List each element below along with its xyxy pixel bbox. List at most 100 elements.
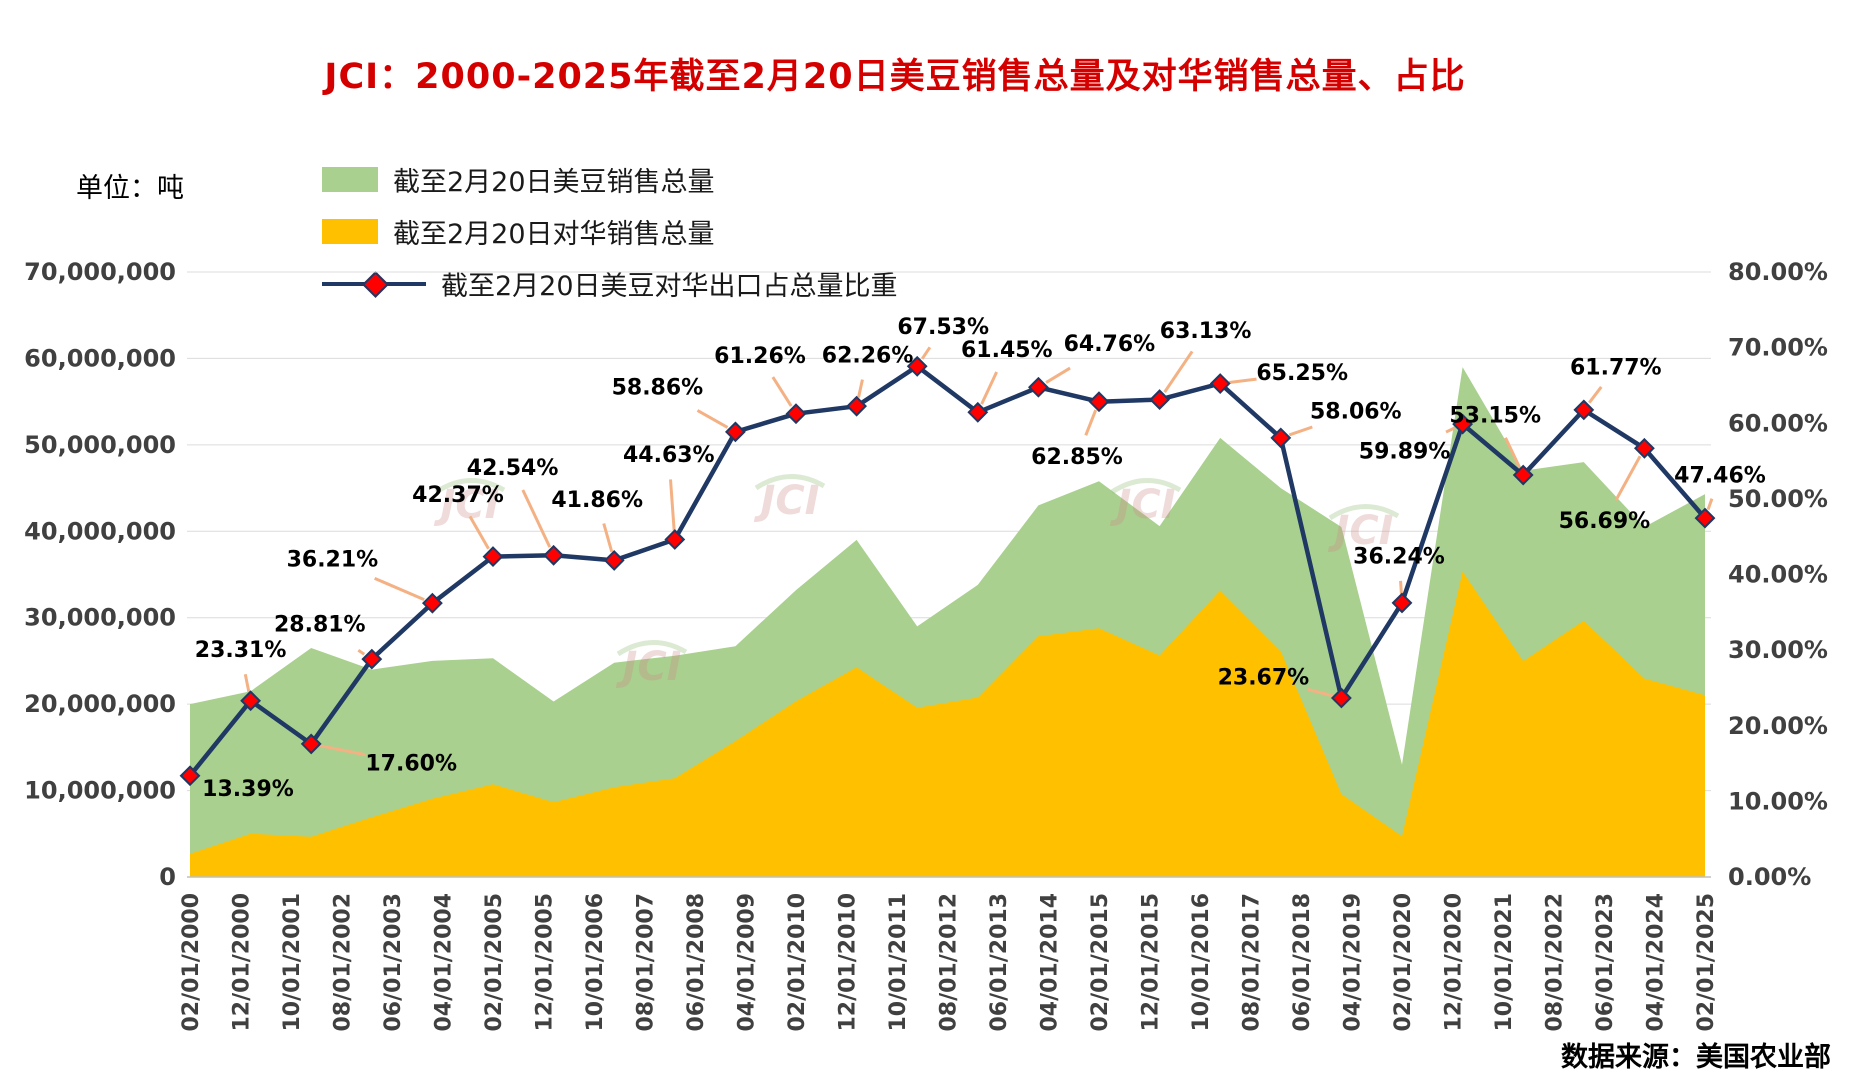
- label-leader-line: [980, 371, 998, 405]
- share-point-marker: [1633, 437, 1655, 459]
- right-axis-tick-label: 80.00%: [1728, 258, 1828, 286]
- total-sales-area: [190, 367, 1705, 877]
- watermark: JCI: [753, 474, 826, 524]
- x-axis-tick-label: 02/01/2005: [482, 893, 507, 1032]
- unit-label: 单位：吨: [76, 173, 184, 204]
- legend-swatch-china-sales: [322, 219, 378, 244]
- share-point-label: 47.46%: [1674, 464, 1766, 489]
- right-axis-tick-label: 20.00%: [1728, 712, 1828, 740]
- label-leader-line: [1614, 455, 1642, 501]
- share-point-label: 41.86%: [551, 488, 643, 513]
- share-point-marker: [1270, 427, 1292, 449]
- watermark: JCI: [615, 640, 688, 690]
- share-point-marker: [1694, 507, 1716, 529]
- x-axis-tick-label: 12/01/2005: [533, 893, 558, 1032]
- share-point-label: 56.69%: [1559, 509, 1651, 534]
- share-point-label: 36.21%: [287, 548, 379, 573]
- share-point-marker: [1209, 373, 1231, 394]
- label-leader-line: [521, 489, 552, 548]
- right-axis-tick-label: 40.00%: [1728, 561, 1828, 589]
- watermark-text: JCI: [433, 482, 499, 528]
- label-leader-line: [1445, 426, 1456, 434]
- x-axis-tick-label: 10/01/2006: [583, 893, 608, 1032]
- label-leader-line: [920, 346, 932, 360]
- x-axis-tick-label: 02/01/2000: [179, 893, 204, 1032]
- share-point-label: 63.13%: [1160, 319, 1252, 344]
- share-point-label: 23.67%: [1218, 665, 1310, 690]
- watermark: JCI: [1109, 478, 1182, 528]
- right-axis-tick-label: 70.00%: [1728, 334, 1828, 362]
- label-leader-line: [771, 376, 793, 407]
- label-leader-line: [696, 409, 729, 429]
- share-point-marker: [846, 395, 868, 417]
- share-point-label: 61.77%: [1570, 355, 1662, 380]
- legend: 截至2月20日美豆销售总量 截至2月20日对华销售总量 截至2月20日美豆对华出…: [322, 160, 898, 303]
- x-axis-tick-label: 08/01/2017: [1240, 893, 1265, 1032]
- x-axis-tick-label: 04/01/2019: [1341, 893, 1366, 1032]
- x-axis-tick-label: 12/01/2015: [1139, 893, 1164, 1032]
- share-point-label: 64.76%: [1064, 332, 1156, 357]
- right-axis-tick-label: 60.00%: [1728, 409, 1828, 437]
- x-axis-tick-label: 06/01/2023: [1593, 893, 1618, 1032]
- legend-item-total-sales: 截至2月20日美豆销售总量: [322, 160, 898, 199]
- share-point-marker: [906, 355, 928, 377]
- label-leader-line: [374, 576, 425, 601]
- x-axis-tick-label: 04/01/2009: [735, 893, 760, 1032]
- share-point-label: 28.81%: [274, 613, 366, 638]
- label-leader-line: [1228, 377, 1257, 384]
- x-axis-tick-label: 12/01/2000: [230, 893, 255, 1032]
- share-point-marker: [603, 550, 625, 571]
- share-point-marker: [300, 733, 322, 755]
- share-point-marker: [1330, 687, 1352, 709]
- watermark-text: JCI: [1109, 482, 1175, 528]
- label-leader-line: [468, 515, 490, 550]
- x-axis-tick-label: 12/01/2010: [836, 893, 861, 1032]
- chart-title: JCI：2000-2025年截至2月20日美豆销售总量及对华销售总量、占比: [324, 57, 1466, 97]
- china-sales-area: [190, 571, 1705, 877]
- share-point-label: 42.54%: [467, 456, 559, 481]
- share-point-label: 58.06%: [1310, 399, 1402, 424]
- label-leader-line: [357, 649, 366, 656]
- x-axis-tick-label: 10/01/2021: [1492, 893, 1517, 1032]
- left-axis-tick-label: 20,000,000: [24, 690, 176, 718]
- legend-swatch-china-share: [322, 270, 426, 298]
- legend-swatch-total-sales: [322, 167, 378, 192]
- x-axis-tick-label: 04/01/2024: [1644, 893, 1669, 1032]
- share-point-label: 61.45%: [961, 338, 1053, 363]
- legend-item-china-sales: 截至2月20日对华销售总量: [322, 212, 898, 251]
- legend-label-total-sales: 截至2月20日美豆销售总量: [393, 167, 715, 198]
- label-leader-line: [1084, 409, 1098, 436]
- label-leader-line: [1399, 580, 1403, 595]
- label-leader-line: [1706, 498, 1714, 511]
- share-point-marker: [421, 592, 443, 614]
- left-axis-tick-label: 60,000,000: [24, 344, 176, 372]
- share-point-marker: [1027, 376, 1049, 398]
- share-point-label: 62.85%: [1031, 445, 1123, 470]
- share-point-label: 65.25%: [1256, 361, 1348, 386]
- label-leader-line: [1163, 350, 1194, 393]
- label-leader-line: [1588, 386, 1603, 404]
- x-axis-tick-label: 08/01/2007: [634, 893, 659, 1032]
- right-axis-tick-label: 0.00%: [1728, 863, 1811, 891]
- label-leader-line: [1288, 425, 1313, 437]
- label-leader-line: [319, 744, 367, 757]
- watermark-swoosh-icon: [1110, 478, 1182, 495]
- share-point-label: 44.63%: [623, 443, 715, 468]
- data-source: 数据来源：美国农业部: [1561, 1042, 1831, 1073]
- watermark-text: JCI: [1327, 508, 1393, 554]
- label-leader-line: [1307, 687, 1334, 698]
- watermark: JCI: [1327, 504, 1400, 554]
- share-point-marker: [1452, 413, 1474, 435]
- share-point-marker: [1391, 592, 1413, 614]
- watermark: JCI: [433, 478, 506, 528]
- label-leader-line: [602, 523, 614, 553]
- label-leader-line: [1504, 437, 1521, 468]
- label-leader-line: [669, 479, 676, 531]
- x-axis-tick-label: 10/01/2016: [1189, 893, 1214, 1032]
- x-axis-tick-label: 02/01/2015: [1088, 893, 1113, 1032]
- x-axis-tick-label: 08/01/2002: [331, 893, 356, 1032]
- watermark-swoosh-icon: [616, 640, 688, 657]
- share-point-label: 58.86%: [612, 375, 704, 400]
